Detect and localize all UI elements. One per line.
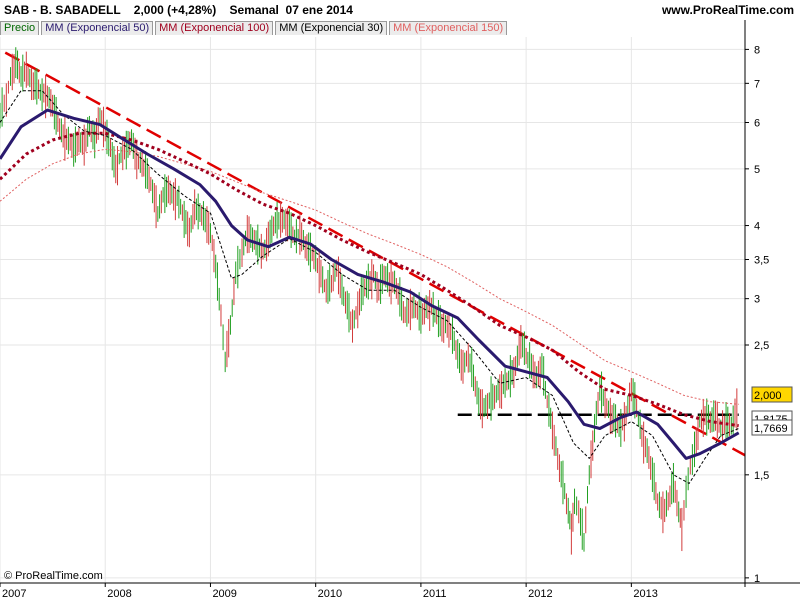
y-tick-label: 3,5	[754, 254, 769, 266]
y-tick-label: 2,5	[754, 340, 769, 352]
price-flag-box	[751, 419, 793, 436]
symbol-name: SAB - B. SABADELL	[4, 3, 121, 17]
y-tick-label: 6	[754, 118, 760, 130]
ma-line-30	[0, 90, 739, 484]
y-tick-label: 7	[754, 78, 760, 90]
y-tick-label: 8	[754, 44, 760, 56]
y-tick-label: 5	[754, 164, 760, 176]
ma-line-150	[0, 148, 739, 405]
legend-item-1[interactable]: MM (Exponencial 50)	[41, 21, 154, 36]
price-change: 2,000 (+4,28%)	[133, 3, 217, 17]
price-flag-box	[751, 386, 793, 403]
y-tick-label: 3	[754, 294, 760, 306]
axis-layer: 8 7 6 5 4 3,5 3 2,5 1,5 1 2007 2008 2009 2010 2011 2012…	[0, 20, 800, 600]
ma-line-50	[0, 108, 740, 460]
period-date: Semanal 07 ene 2014	[229, 3, 353, 17]
header-left: SAB - B. SABADELL 2,000 (+4,28%) Semanal…	[4, 3, 353, 17]
x-tick-label: 2008	[107, 588, 131, 600]
grid-layer	[0, 35, 745, 583]
copyright-text: © ProRealTime.com	[4, 570, 103, 582]
moving-averages-layer	[0, 90, 740, 484]
y-tick-label: 4	[754, 221, 760, 233]
y-tick-label: 1	[754, 573, 760, 585]
plot-background	[0, 35, 745, 583]
x-tick-label: 2011	[423, 588, 447, 600]
legend-item-4[interactable]: MM (Exponencial 150)	[389, 21, 508, 36]
legend-item-3[interactable]: MM (Exponencial 30)	[275, 21, 388, 36]
price-flag-label: 1,7669	[754, 423, 788, 435]
chart-header: SAB - B. SABADELL 2,000 (+4,28%) Semanal…	[0, 0, 800, 20]
y-tick-label: 1,5	[754, 470, 769, 482]
ma-line-100	[0, 131, 739, 428]
x-tick-label: 2009	[212, 588, 236, 600]
price-flag-label: 2,000	[754, 390, 782, 402]
site-link[interactable]: www.ProRealTime.com	[661, 3, 794, 17]
x-tick-label: 2010	[318, 588, 342, 600]
x-tick-label: 2012	[528, 588, 552, 600]
x-tick-label: 2013	[633, 588, 657, 600]
x-tick-label: 2007	[2, 588, 26, 600]
